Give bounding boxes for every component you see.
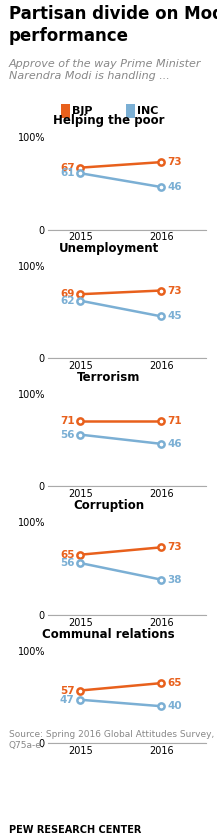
- Text: Terrorism: Terrorism: [77, 370, 140, 384]
- Text: Source: Spring 2016 Global Attitudes Survey,
Q75a-e.: Source: Spring 2016 Global Attitudes Sur…: [9, 730, 214, 750]
- Text: 47: 47: [60, 695, 75, 705]
- Text: 73: 73: [167, 543, 182, 553]
- Text: 46: 46: [167, 182, 182, 192]
- Text: Communal relations: Communal relations: [42, 627, 175, 641]
- Text: 56: 56: [60, 558, 75, 568]
- Text: Partisan divide on Modi
performance: Partisan divide on Modi performance: [9, 5, 217, 45]
- Text: INC: INC: [137, 106, 158, 116]
- Text: 45: 45: [167, 312, 182, 322]
- Text: 71: 71: [167, 416, 182, 426]
- Text: 73: 73: [167, 157, 182, 167]
- Text: PEW RESEARCH CENTER: PEW RESEARCH CENTER: [9, 825, 141, 835]
- Text: 40: 40: [167, 701, 182, 711]
- Text: 56: 56: [60, 429, 75, 439]
- Text: 65: 65: [167, 678, 182, 688]
- Text: Corruption: Corruption: [73, 499, 144, 512]
- Text: 65: 65: [60, 549, 75, 559]
- Text: 46: 46: [167, 438, 182, 449]
- Text: 62: 62: [60, 296, 75, 306]
- Text: 57: 57: [60, 685, 75, 696]
- Text: 67: 67: [60, 163, 75, 173]
- Text: Unemployment: Unemployment: [58, 243, 159, 255]
- Text: 71: 71: [60, 416, 75, 426]
- Text: 69: 69: [60, 289, 75, 299]
- Text: 73: 73: [167, 286, 182, 296]
- Text: Helping the poor: Helping the poor: [53, 114, 164, 127]
- Text: 61: 61: [60, 168, 75, 178]
- Text: 38: 38: [167, 575, 182, 585]
- Text: BJP: BJP: [72, 106, 92, 116]
- Text: Approve of the way Prime Minister
Narendra Modi is handling ...: Approve of the way Prime Minister Narend…: [9, 59, 201, 81]
